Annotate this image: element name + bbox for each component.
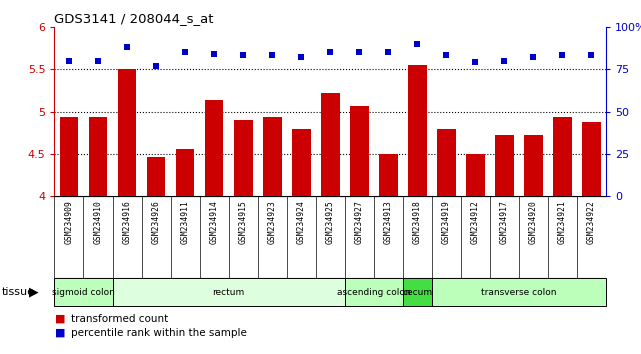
FancyBboxPatch shape <box>403 278 431 306</box>
Text: GSM234919: GSM234919 <box>442 200 451 244</box>
Text: GSM234927: GSM234927 <box>354 200 363 244</box>
Text: GSM234920: GSM234920 <box>529 200 538 244</box>
Text: GSM234923: GSM234923 <box>267 200 276 244</box>
Text: GSM234914: GSM234914 <box>210 200 219 244</box>
Point <box>499 58 510 63</box>
Point <box>586 53 596 58</box>
Point <box>470 59 480 65</box>
Point <box>238 53 248 58</box>
Point <box>64 58 74 63</box>
FancyBboxPatch shape <box>345 278 403 306</box>
Bar <box>204 101 224 196</box>
Bar <box>524 135 543 196</box>
Text: GSM234918: GSM234918 <box>413 200 422 244</box>
Point <box>296 54 306 60</box>
FancyBboxPatch shape <box>431 278 606 306</box>
Text: GSM234912: GSM234912 <box>470 200 479 244</box>
Text: GDS3141 / 208044_s_at: GDS3141 / 208044_s_at <box>54 12 214 25</box>
Bar <box>233 120 253 196</box>
Bar <box>176 149 194 196</box>
Point <box>528 54 538 60</box>
Point <box>383 49 394 55</box>
Text: GSM234909: GSM234909 <box>65 200 74 244</box>
Point <box>325 49 335 55</box>
Bar <box>88 118 108 196</box>
Text: GSM234922: GSM234922 <box>587 200 595 244</box>
Bar <box>408 65 427 196</box>
Bar <box>263 116 281 196</box>
Text: GSM234916: GSM234916 <box>122 200 131 244</box>
Bar <box>466 154 485 196</box>
Bar <box>350 105 369 196</box>
Point <box>180 49 190 55</box>
Point <box>209 51 219 57</box>
Text: rectum: rectum <box>212 287 245 297</box>
Text: GSM234911: GSM234911 <box>181 200 190 244</box>
Bar <box>60 118 78 196</box>
Point <box>557 53 567 58</box>
Point <box>93 58 103 63</box>
Text: percentile rank within the sample: percentile rank within the sample <box>71 328 246 338</box>
Text: transverse colon: transverse colon <box>481 287 556 297</box>
Text: ■: ■ <box>54 314 65 324</box>
FancyBboxPatch shape <box>113 278 345 306</box>
Text: GSM234925: GSM234925 <box>326 200 335 244</box>
Point <box>441 53 451 58</box>
Text: GSM234913: GSM234913 <box>384 200 393 244</box>
Point <box>151 63 161 68</box>
Bar <box>292 129 310 196</box>
Bar <box>582 122 601 196</box>
FancyBboxPatch shape <box>54 278 113 306</box>
Text: sigmoid colon: sigmoid colon <box>52 287 115 297</box>
Bar <box>320 93 340 196</box>
Text: transformed count: transformed count <box>71 314 168 324</box>
Text: ▶: ▶ <box>28 286 38 298</box>
Bar <box>553 118 572 196</box>
Bar <box>495 135 513 196</box>
Text: cecum: cecum <box>402 287 432 297</box>
Text: GSM234910: GSM234910 <box>94 200 103 244</box>
Text: GSM234921: GSM234921 <box>558 200 567 244</box>
Point <box>412 41 422 46</box>
Text: GSM234915: GSM234915 <box>238 200 247 244</box>
Bar <box>437 129 456 196</box>
Point <box>267 53 277 58</box>
Text: GSM234926: GSM234926 <box>151 200 160 244</box>
Text: GSM234917: GSM234917 <box>500 200 509 244</box>
Text: ascending colon: ascending colon <box>337 287 410 297</box>
Text: GSM234924: GSM234924 <box>297 200 306 244</box>
Point <box>354 49 364 55</box>
Text: ■: ■ <box>54 328 65 338</box>
Bar <box>117 69 137 196</box>
Bar <box>147 156 165 196</box>
Point <box>122 44 132 50</box>
Bar <box>379 154 397 196</box>
Text: tissue: tissue <box>1 287 34 297</box>
